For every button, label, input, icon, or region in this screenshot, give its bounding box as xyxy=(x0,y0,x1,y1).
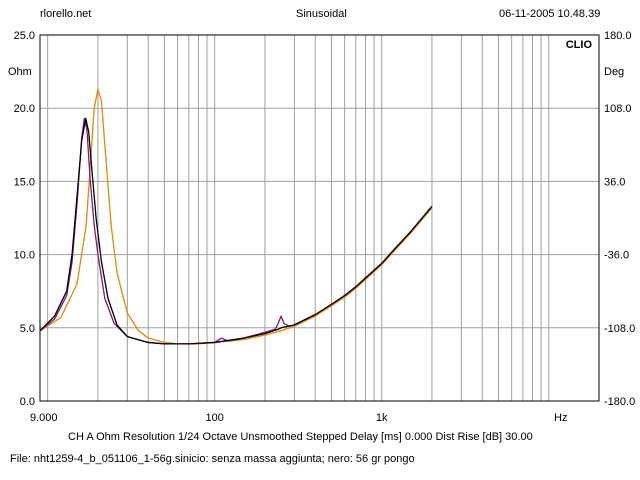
y2-tick-label: -108.0 xyxy=(604,323,635,335)
y-axis-left: 25.0 20.0 15.0 10.0 5.0 0.0 xyxy=(14,30,35,408)
x-axis: 9.000 100 1k xyxy=(30,412,388,424)
y2-tick-label: -180.0 xyxy=(604,396,635,408)
y2-tick-label: -36.0 xyxy=(604,250,629,262)
x-tick-label: 100 xyxy=(205,412,223,424)
plot-frame xyxy=(39,34,600,402)
x-tick-label: 9.000 xyxy=(30,412,58,424)
series-group xyxy=(39,88,433,345)
brand-label: CLIO xyxy=(566,39,593,51)
mode-label: Sinusoidal xyxy=(296,8,347,20)
y-axis-right: 180.0 108.0 36.0 -36.0 -108.0 -180.0 xyxy=(604,30,635,408)
series-line-0 xyxy=(39,88,433,345)
datetime-label: 06-11-2005 10.48.39 xyxy=(499,8,601,20)
y-tick-label: 20.0 xyxy=(14,103,35,115)
file-footer: File: nht1259-4_b_051106_1-56g.sinicio: … xyxy=(10,453,415,465)
grid xyxy=(40,35,599,401)
settings-footer: CH A Ohm Resolution 1/24 Octave Unsmooth… xyxy=(68,431,533,443)
y-tick-label: 5.0 xyxy=(20,323,35,335)
y-tick-label: 15.0 xyxy=(14,176,35,188)
y-tick-label: 10.0 xyxy=(14,250,35,262)
y2-tick-label: 180.0 xyxy=(604,30,632,42)
site-label: rlorello.net xyxy=(40,8,92,20)
y2-tick-label: 36.0 xyxy=(604,176,625,188)
y2-tick-label: 108.0 xyxy=(604,103,632,115)
x-axis-unit-label: Hz xyxy=(554,412,567,424)
x-tick-label: 1k xyxy=(376,412,388,424)
y2-axis-label: Deg xyxy=(604,66,624,78)
series-line-2 xyxy=(39,117,433,345)
y-tick-label: 0.0 xyxy=(20,396,35,408)
y-tick-label: 25.0 xyxy=(14,30,35,42)
y-axis-label: Ohm xyxy=(8,66,32,78)
series-line-1 xyxy=(39,117,433,345)
